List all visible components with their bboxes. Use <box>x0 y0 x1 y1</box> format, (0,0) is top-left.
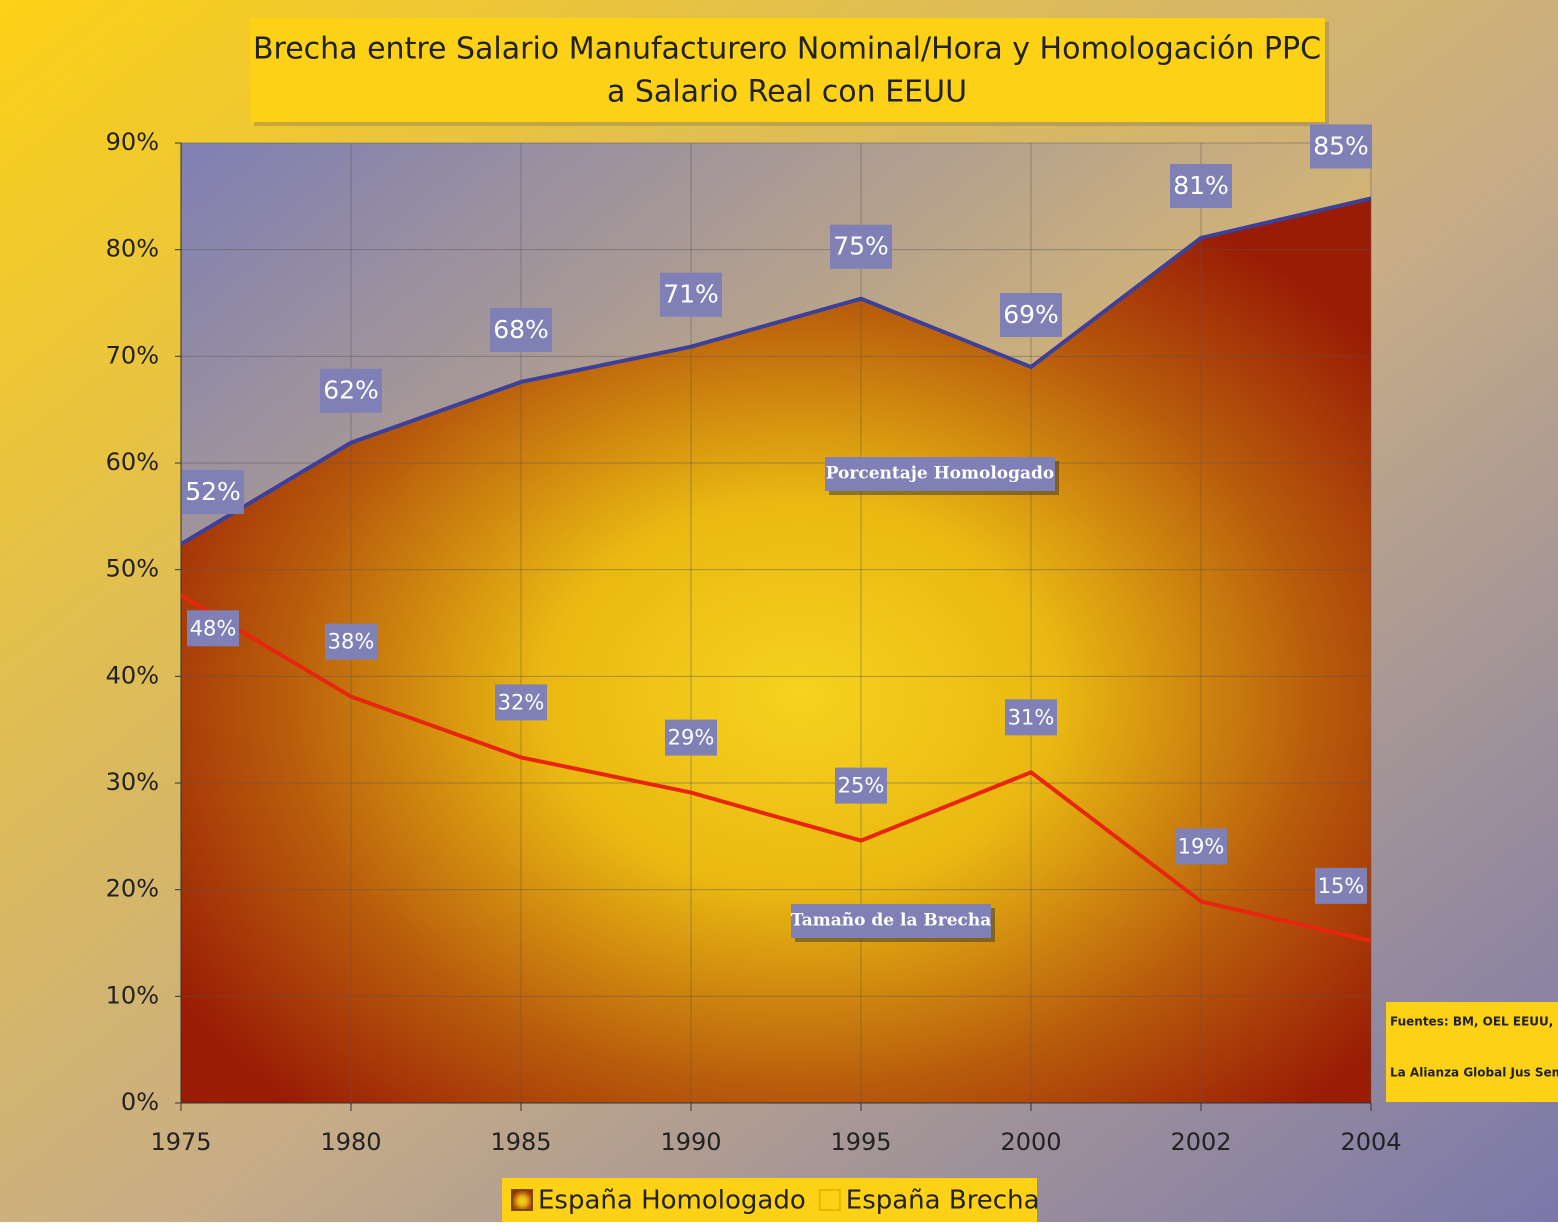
data-label: 15% <box>1318 874 1365 898</box>
y-tick-label: 60% <box>106 448 159 476</box>
y-tick-label: 70% <box>106 341 159 369</box>
data-label: 75% <box>833 232 889 261</box>
data-label-box <box>495 684 547 721</box>
data-label: 38% <box>328 630 375 654</box>
data-label-box <box>320 368 382 413</box>
data-label: 52% <box>185 477 241 506</box>
annotation-box <box>825 457 1055 491</box>
data-label-box <box>835 767 887 804</box>
legend-swatch <box>511 1189 533 1211</box>
x-tick-label: 1985 <box>490 1128 551 1156</box>
data-label-box <box>187 610 239 647</box>
x-tick-label: 2000 <box>1000 1128 1061 1156</box>
x-tick-label: 2002 <box>1170 1128 1231 1156</box>
data-label-box <box>182 470 244 515</box>
line <box>179 196 1372 546</box>
y-tick-label: 50% <box>106 555 159 583</box>
line <box>179 593 1372 943</box>
y-tick-label: 30% <box>106 768 159 796</box>
title-box <box>250 18 1325 122</box>
data-label: 81% <box>1173 171 1229 200</box>
data-label: 29% <box>668 726 715 750</box>
chart-subtitle: a Salario Real con EEUU <box>607 75 967 110</box>
y-tick-label: 90% <box>106 128 159 156</box>
data-label: 68% <box>493 315 549 344</box>
x-tick-label: 1990 <box>660 1128 721 1156</box>
data-label-box <box>1005 699 1057 736</box>
source-box <box>1386 1002 1558 1102</box>
x-tick-label: 1975 <box>150 1128 211 1156</box>
data-label-box <box>1170 163 1232 208</box>
legend-label: España Homologado <box>538 1186 806 1216</box>
source-text: Fuentes: BM, OEL EEUU, OCDE. <box>1390 1015 1558 1029</box>
chart-title: Brecha entre Salario Manufacturero Nomin… <box>253 32 1321 67</box>
data-label: 25% <box>838 774 885 798</box>
legend-box <box>502 1178 1037 1222</box>
x-tick-label: 1995 <box>830 1128 891 1156</box>
data-label-box <box>325 623 377 660</box>
data-label-box <box>1315 867 1367 904</box>
data-label-box <box>660 272 722 317</box>
data-label-box <box>1310 124 1372 169</box>
data-label: 31% <box>1008 705 1055 729</box>
data-label: 85% <box>1313 131 1369 160</box>
y-tick-label: 20% <box>106 875 159 903</box>
data-label-box <box>830 224 892 269</box>
data-label-box <box>1000 293 1062 337</box>
source-text: La Alianza Global Jus Semper © <box>1390 1066 1558 1080</box>
data-label: 71% <box>663 280 719 309</box>
y-tick-label: 80% <box>106 235 159 263</box>
legend-swatch <box>818 1189 841 1211</box>
x-tick-label: 2004 <box>1340 1128 1401 1156</box>
data-label-box <box>1175 828 1227 865</box>
y-tick-label: 0% <box>121 1088 159 1116</box>
area <box>181 198 1371 1103</box>
annotation: Porcentaje Homologado <box>826 464 1055 484</box>
data-label-box <box>665 719 717 756</box>
y-tick-label: 40% <box>106 661 159 689</box>
data-label: 69% <box>1003 300 1059 329</box>
data-label: 48% <box>190 616 237 640</box>
legend-label: España Brecha <box>846 1186 1040 1216</box>
data-label: 19% <box>1178 834 1225 858</box>
data-label: 62% <box>323 376 379 405</box>
y-tick-label: 10% <box>106 981 159 1009</box>
data-label-box <box>490 307 552 352</box>
data-label: 32% <box>498 690 545 714</box>
x-tick-label: 1980 <box>320 1128 381 1156</box>
annotation: Tamaño de la Brecha <box>791 911 992 931</box>
annotation-box <box>791 904 991 938</box>
